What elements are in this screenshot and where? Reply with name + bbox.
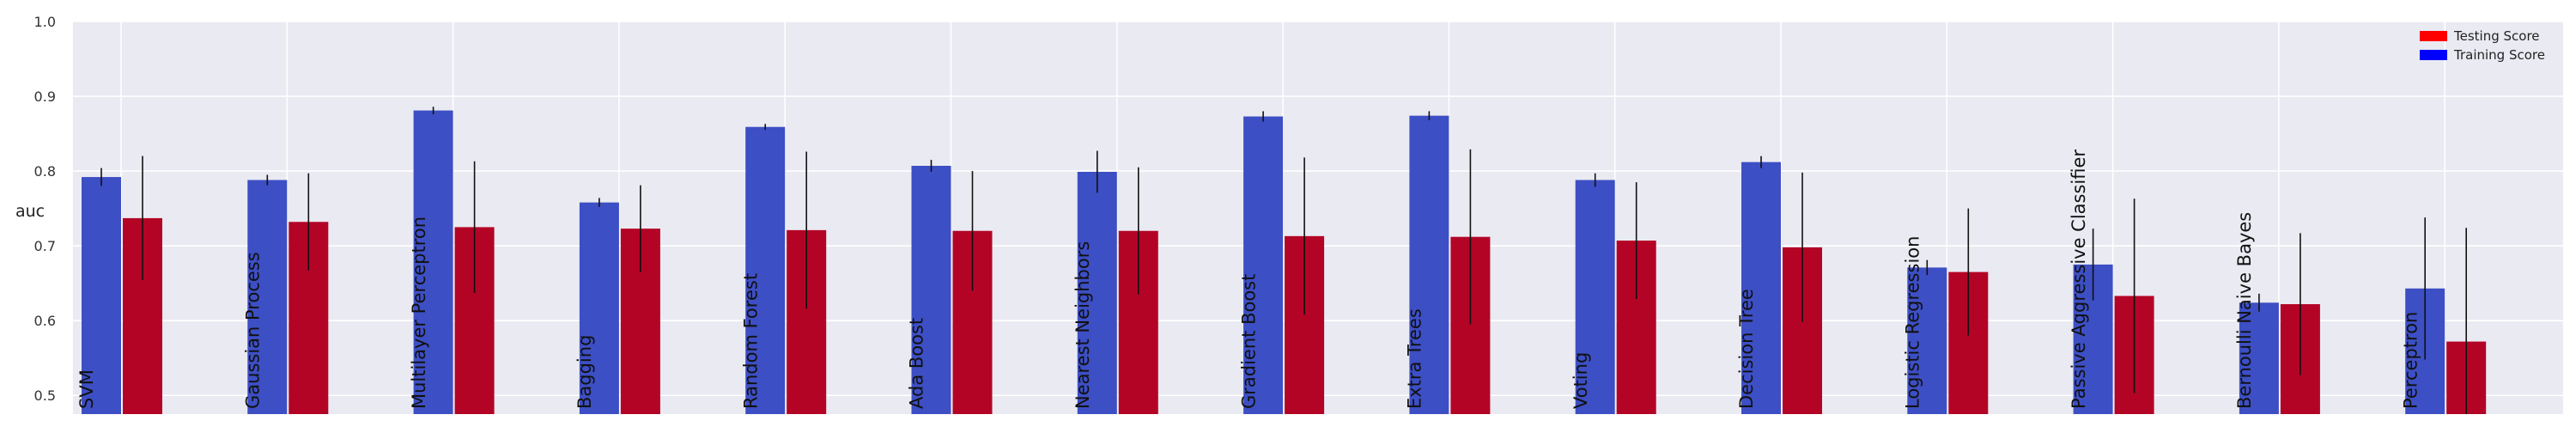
category-label: Voting [1571, 352, 1591, 409]
training-bar [911, 166, 951, 415]
training-bar [2239, 302, 2279, 414]
y-axis-label: auc [15, 202, 45, 221]
training-bar [413, 110, 453, 414]
y-tick-label: 0.9 [34, 88, 56, 105]
y-tick-label: 0.5 [34, 387, 56, 404]
category-label: Ada Boost [907, 318, 927, 409]
training-bar [579, 202, 619, 414]
y-tick-label: 1.0 [34, 14, 56, 30]
training-bar [247, 180, 288, 414]
category-label: Bernoulli Naive Bayes [2234, 212, 2255, 409]
category-label: Multilayer Perceptron [409, 216, 429, 409]
legend-label: Training Score [2453, 47, 2545, 63]
category-label: Perceptron [2400, 312, 2421, 409]
category-label: Bagging [574, 335, 595, 409]
legend-swatch [2420, 50, 2447, 60]
category-label: Passive Aggressive Classifier [2069, 149, 2089, 409]
legend-label: Testing Score [2453, 28, 2540, 44]
y-tick-label: 0.6 [34, 313, 56, 329]
y-tick-label: 0.7 [34, 238, 56, 254]
training-bar [1409, 115, 1449, 414]
legend: Testing Score Training Score [2420, 28, 2545, 63]
category-label: Random Forest [740, 273, 761, 409]
y-tick-label: 0.8 [34, 163, 56, 180]
training-bar [1741, 162, 1781, 414]
training-bar [82, 177, 121, 414]
category-label: Gaussian Process [243, 252, 264, 409]
category-label: Logistic Regression [1903, 236, 1923, 409]
category-label: Nearest Neighbors [1072, 241, 1093, 409]
legend-swatch [2420, 31, 2447, 41]
category-label: Extra Trees [1405, 308, 1425, 409]
category-label: Gradient Boost [1238, 274, 1259, 409]
training-bar [1907, 267, 1947, 414]
category-label: Decision Tree [1736, 289, 1757, 409]
category-label: SVM [76, 369, 97, 409]
training-bar [1077, 171, 1117, 415]
training-bar [745, 126, 786, 415]
training-bar [1575, 180, 1615, 414]
training-bar [1243, 116, 1284, 414]
